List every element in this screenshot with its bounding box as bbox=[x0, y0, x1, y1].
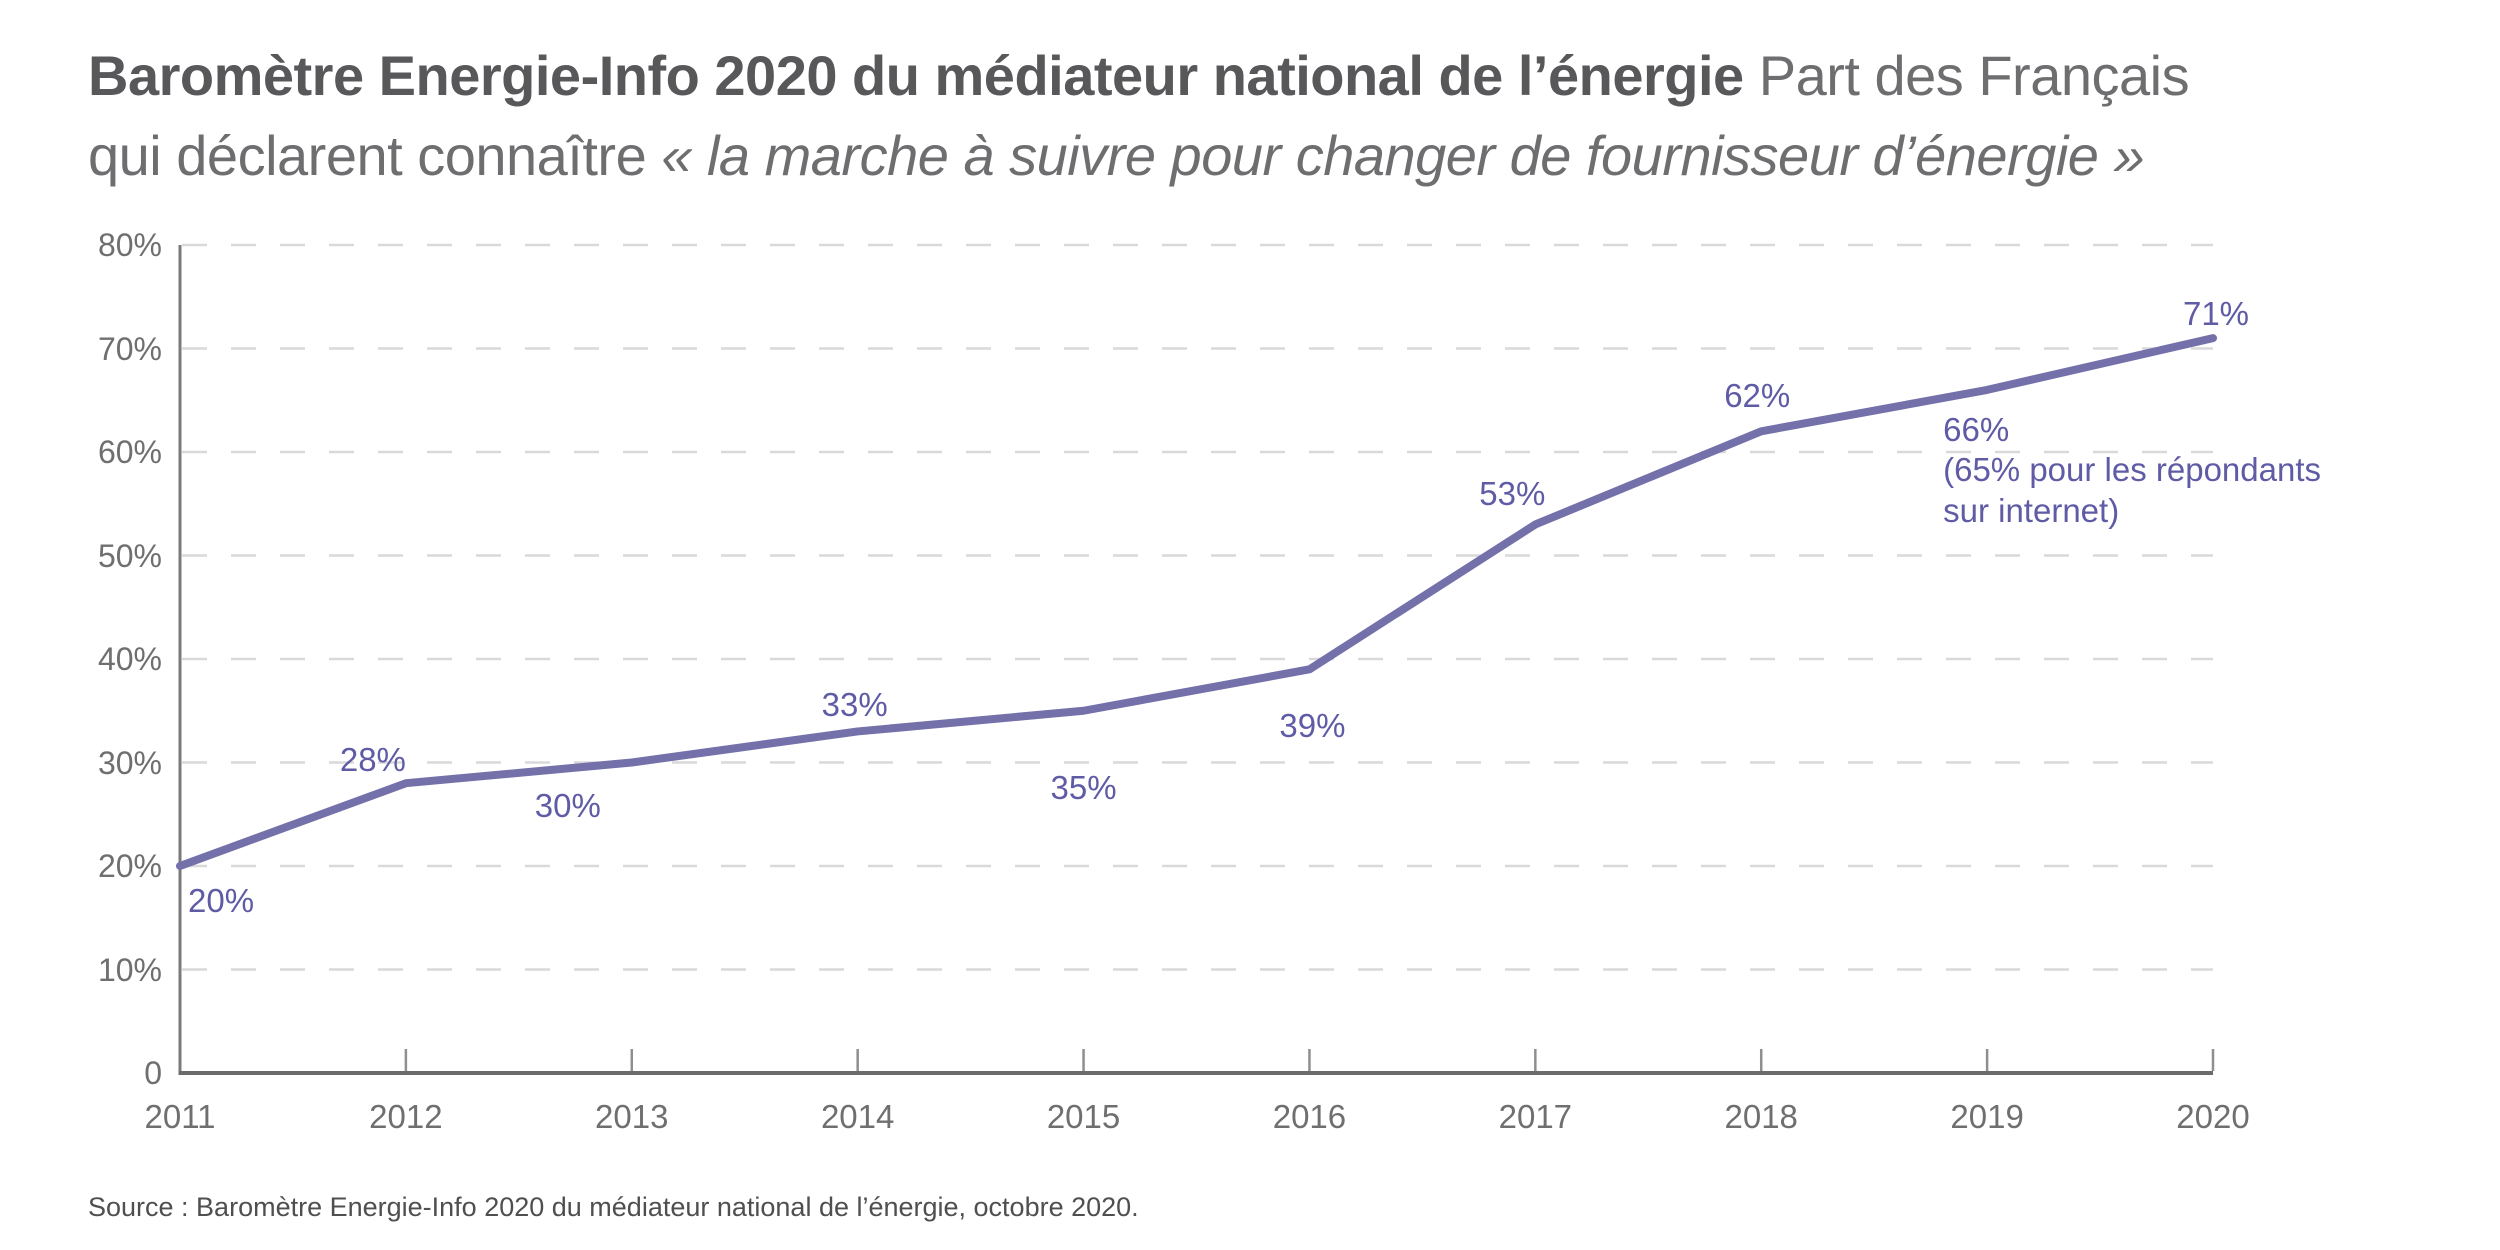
title-subject: Part des Français bbox=[1758, 44, 2190, 107]
source-note: Source : Baromètre Energie-Info 2020 du … bbox=[88, 1192, 1139, 1222]
chart-title: Baromètre Energie-Info 2020 du médiateur… bbox=[88, 36, 2488, 196]
title-subject-continued: qui déclarent connaître bbox=[88, 124, 647, 187]
title-main-bold: Baromètre Energie-Info 2020 du médiateur… bbox=[88, 44, 1744, 107]
data-polyline bbox=[176, 334, 2217, 870]
title-quote-italic: « la marche à suivre pour changer de fou… bbox=[661, 124, 2145, 187]
